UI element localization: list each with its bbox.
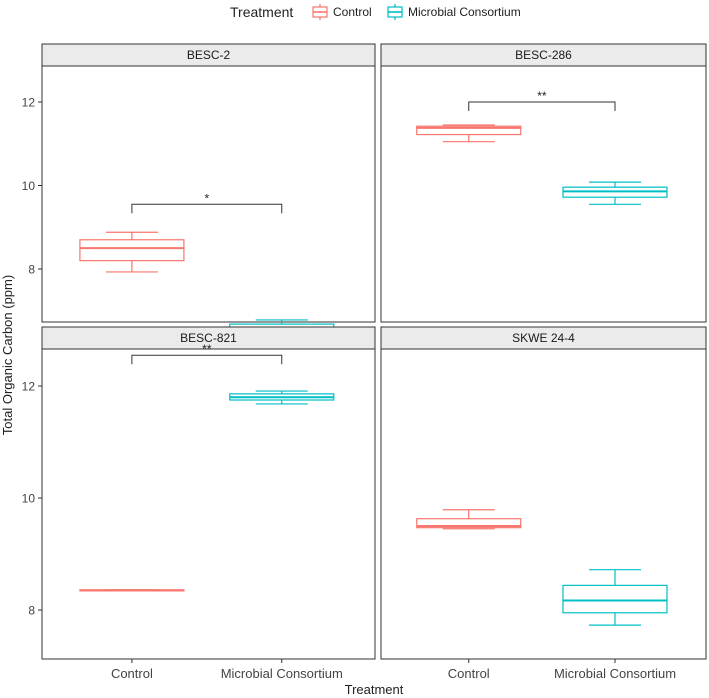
x-tick-label: Control	[111, 666, 153, 681]
box-control	[79, 231, 185, 273]
x-tick-label: Microbial Consortium	[221, 666, 343, 681]
significance-label: **	[202, 342, 212, 356]
box-iqr	[416, 125, 522, 136]
box-control	[416, 124, 522, 143]
facet-besc-2: BESC-2 8 10 12 *	[22, 43, 376, 338]
y-tick-label: 12	[22, 380, 36, 394]
bracket-line	[468, 101, 616, 111]
y-tick-label: 8	[28, 263, 35, 277]
significance-label: *	[204, 191, 209, 205]
y-tick-label: 12	[22, 96, 36, 110]
facet-title: SKWE 24-4	[512, 331, 575, 345]
legend-label-microbial-consortium: Microbial Consortium	[408, 5, 521, 19]
legend-item-control: Control	[312, 4, 372, 20]
box-control	[79, 589, 185, 592]
box-microbial-consortium	[562, 181, 668, 205]
y-tick-label: 10	[22, 179, 36, 193]
legend-item-microbial-consortium: Microbial Consortium	[387, 4, 521, 20]
facet-skwe-24-4: SKWE 24-4 Control Microbial Consortium	[380, 326, 707, 681]
legend-label-control: Control	[333, 5, 372, 19]
box-control	[416, 509, 522, 530]
y-tick-label: 8	[28, 604, 35, 618]
panel-border	[41, 348, 376, 660]
y-tick-label: 10	[22, 492, 36, 506]
box-iqr	[562, 584, 668, 614]
facet-title: BESC-286	[515, 48, 572, 62]
legend-title: Treatment	[230, 4, 293, 20]
facet-title: BESC-2	[187, 48, 231, 62]
y-axis-title: Total Organic Carbon (ppm)	[0, 275, 15, 435]
x-tick-label: Control	[448, 666, 490, 681]
x-axis-title: Treatment	[345, 682, 404, 697]
x-tick-label: Microbial Consortium	[554, 666, 676, 681]
box-microbial-consortium	[562, 569, 668, 626]
significance-bracket: **	[131, 342, 283, 365]
significance-bracket: *	[131, 191, 283, 214]
legend: Treatment Control Microbial Consortium	[230, 4, 521, 20]
bracket-line	[131, 354, 283, 365]
significance-bracket: **	[468, 89, 616, 111]
box-iqr	[79, 239, 185, 262]
box-microbial-consortium	[229, 390, 335, 405]
facet-title: BESC-821	[180, 331, 237, 345]
facet-besc-286: BESC-286 **	[380, 43, 707, 323]
significance-label: **	[537, 89, 547, 103]
facet-besc-821: BESC-821 8 10 12 Control Microbial Consortium…	[22, 326, 376, 681]
facets: BESC-281012*BESC-286**BESC-82181012Contr…	[22, 43, 707, 681]
box-iqr	[416, 518, 522, 529]
panel-border	[41, 65, 376, 323]
bracket-line	[131, 203, 283, 214]
